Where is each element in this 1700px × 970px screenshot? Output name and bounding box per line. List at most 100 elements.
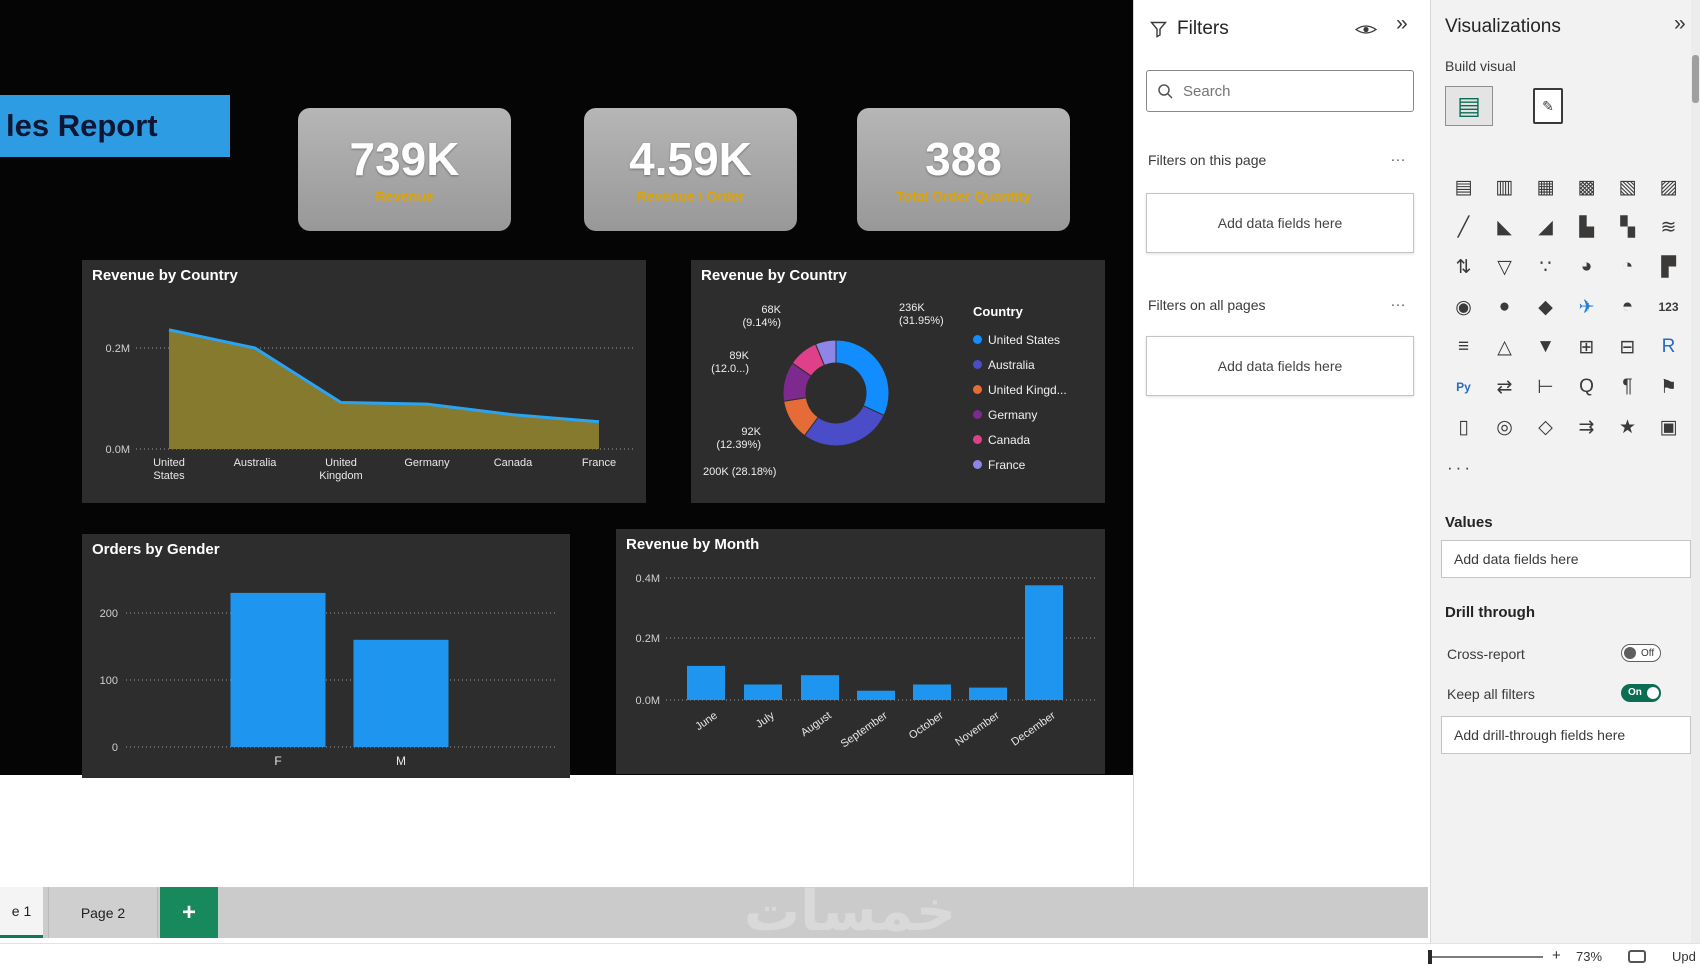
card-icon[interactable]: 123 <box>1648 287 1689 327</box>
stacked-bar-chart-icon-glyph: ▤ <box>1454 176 1473 198</box>
qa-icon-glyph: Q <box>1579 376 1594 397</box>
pane-scrollbar[interactable] <box>1691 0 1700 943</box>
stacked-area-chart-icon-glyph: ◢ <box>1538 216 1553 238</box>
smart-narrative-icon-glyph: ¶ <box>1622 376 1633 397</box>
ribbon-chart-icon[interactable]: ≋ <box>1648 207 1689 247</box>
values-section-label: Values <box>1445 514 1493 531</box>
r-script-icon[interactable]: R <box>1648 327 1689 367</box>
power-apps-icon[interactable]: ◇ <box>1525 407 1566 447</box>
cross-report-toggle[interactable]: Off <box>1621 644 1661 662</box>
legend-item-germany[interactable]: Germany <box>973 402 1067 427</box>
slicer-icon-glyph: ▼ <box>1536 336 1555 357</box>
multi-row-card-icon-glyph: ≡ <box>1457 336 1470 357</box>
line-stacked-column-chart-icon[interactable]: ▙ <box>1566 207 1607 247</box>
qa-icon[interactable]: Q <box>1566 367 1607 407</box>
power-automate-icon[interactable]: ⇉ <box>1566 407 1607 447</box>
clustered-column-chart-icon[interactable]: ▩ <box>1566 167 1607 207</box>
legend-item-france[interactable]: France <box>973 452 1067 477</box>
tab-page-2[interactable]: Page 2 <box>48 887 158 938</box>
scatter-chart-icon[interactable]: ∵ <box>1525 247 1566 287</box>
scorecard-icon[interactable]: ★ <box>1607 407 1648 447</box>
more-options-icon[interactable]: … <box>1390 293 1408 310</box>
key-influencers-icon[interactable]: ⇄ <box>1484 367 1525 407</box>
kpi-card-revenue[interactable]: 739K Revenue <box>298 108 511 231</box>
azure-map-icon[interactable]: ✈ <box>1566 287 1607 327</box>
chart-revenue-by-month[interactable]: Revenue by Month 0.4M 0.2M 0.0M June July Aug… <box>616 529 1105 774</box>
funnel-chart-icon[interactable]: ▽ <box>1484 247 1525 287</box>
stacked-column-chart-icon[interactable]: ▥ <box>1484 167 1525 207</box>
page-filters-dropzone[interactable]: Add data fields here <box>1146 193 1414 253</box>
kpi-card-total-order-quantity[interactable]: 388 Total Order Quantity <box>857 108 1070 231</box>
decomposition-tree-icon[interactable]: ⊢ <box>1525 367 1566 407</box>
tab-label: Page 2 <box>80 904 126 921</box>
custom-visual-icon[interactable]: ▣ <box>1648 407 1689 447</box>
hundred-stacked-bar-chart-icon[interactable]: ▧ <box>1607 167 1648 207</box>
legend-item-united-states[interactable]: United States <box>973 327 1067 352</box>
legend-item-australia[interactable]: Australia <box>973 352 1067 377</box>
treemap-icon[interactable]: ▛ <box>1648 247 1689 287</box>
donut-chart-plot <box>782 339 890 447</box>
python-visual-icon[interactable]: Py <box>1443 367 1484 407</box>
hundred-stacked-column-chart-icon[interactable]: ▨ <box>1648 167 1689 207</box>
kpi-card-revenue-per-order[interactable]: 4.59K Revenue / Order <box>584 108 797 231</box>
shape-map-icon[interactable]: ◆ <box>1525 287 1566 327</box>
custom-visual-icon-glyph: ▣ <box>1659 416 1678 438</box>
zoom-in-button[interactable]: + <box>1552 947 1561 964</box>
zoom-slider-thumb[interactable] <box>1428 950 1432 964</box>
more-options-icon[interactable]: … <box>1390 148 1408 165</box>
pie-chart-icon-glyph: ◕ <box>1580 256 1593 277</box>
svg-text:0.0M: 0.0M <box>106 444 130 456</box>
table-icon[interactable]: ⊞ <box>1566 327 1607 367</box>
kpi-icon[interactable]: △ <box>1484 327 1525 367</box>
legend-item-canada[interactable]: Canada <box>973 427 1067 452</box>
legend-item-united-kingd-[interactable]: United Kingd... <box>973 377 1067 402</box>
matrix-icon[interactable]: ⊟ <box>1607 327 1648 367</box>
search-input[interactable] <box>1181 81 1385 101</box>
keep-all-filters-toggle[interactable]: On <box>1621 684 1661 702</box>
paginated-report-icon[interactable]: ▯ <box>1443 407 1484 447</box>
add-page-button[interactable]: + <box>160 887 218 938</box>
scrollbar-thumb[interactable] <box>1692 55 1699 103</box>
collapse-filters-pane-icon[interactable]: » <box>1396 12 1408 35</box>
metrics-icon[interactable]: ⚑ <box>1648 367 1689 407</box>
eye-icon[interactable] <box>1354 22 1378 42</box>
area-chart-icon[interactable]: ◣ <box>1484 207 1525 247</box>
gauge-icon[interactable]: ◓ <box>1607 287 1648 327</box>
chart-orders-by-gender[interactable]: Orders by Gender 200 100 0 F M <box>82 534 570 778</box>
legend-items: United States Australia United Kingd... Ger… <box>973 327 1067 477</box>
fit-to-page-icon[interactable] <box>1628 950 1646 963</box>
treemap-icon-glyph: ▛ <box>1661 256 1676 278</box>
zoom-slider[interactable] <box>1428 956 1543 958</box>
shape-map-icon-glyph: ◆ <box>1538 296 1553 318</box>
all-pages-filters-dropzone[interactable]: Add data fields here <box>1146 336 1414 396</box>
line-chart-icon[interactable]: ╱ <box>1443 207 1484 247</box>
collapse-visualizations-pane-icon[interactable]: » <box>1674 12 1686 35</box>
slicer-icon[interactable]: ▼ <box>1525 327 1566 367</box>
selected-visual-icon[interactable]: ▤ <box>1445 86 1493 126</box>
line-clustered-column-chart-icon[interactable]: ▚ <box>1607 207 1648 247</box>
stacked-area-chart-icon[interactable]: ◢ <box>1525 207 1566 247</box>
chart-revenue-by-country-donut[interactable]: Revenue by Country 68K (9.14%) 89K (12.0..… <box>691 260 1105 503</box>
waterfall-chart-icon[interactable]: ⇅ <box>1443 247 1484 287</box>
donut-chart-icon[interactable]: ◔ <box>1607 247 1648 287</box>
smart-narrative-icon[interactable]: ¶ <box>1607 367 1648 407</box>
tab-page-1[interactable]: e 1 <box>0 887 43 938</box>
clustered-bar-chart-icon[interactable]: ▦ <box>1525 167 1566 207</box>
chart-revenue-by-country-area[interactable]: Revenue by Country 0.2M 0.0M United States A… <box>82 260 646 503</box>
arcgis-map-icon[interactable]: ◎ <box>1484 407 1525 447</box>
map-icon[interactable]: ◉ <box>1443 287 1484 327</box>
pie-chart-icon[interactable]: ◕ <box>1566 247 1607 287</box>
zoom-level[interactable]: 73% <box>1576 949 1603 964</box>
filled-map-icon[interactable]: ● <box>1484 287 1525 327</box>
filters-search-box[interactable] <box>1146 70 1414 112</box>
get-more-visuals-icon[interactable]: ··· <box>1447 458 1473 477</box>
svg-text:Germany: Germany <box>404 457 450 469</box>
table-icon-glyph: ⊞ <box>1578 336 1595 358</box>
values-field-well[interactable]: Add data fields here <box>1441 540 1691 578</box>
visualizations-pane: Visualizations » Build visual ▤ ✎ ▤ ▥ ▦ ▩ ▧ ▨… <box>1430 0 1700 943</box>
drill-through-field-well[interactable]: Add drill-through fields here <box>1441 716 1691 754</box>
stacked-bar-chart-icon[interactable]: ▤ <box>1443 167 1484 207</box>
donut-callout: 92K (12.39%) <box>716 426 761 451</box>
multi-row-card-icon[interactable]: ≡ <box>1443 327 1484 367</box>
format-page-icon[interactable]: ✎ <box>1533 88 1563 124</box>
